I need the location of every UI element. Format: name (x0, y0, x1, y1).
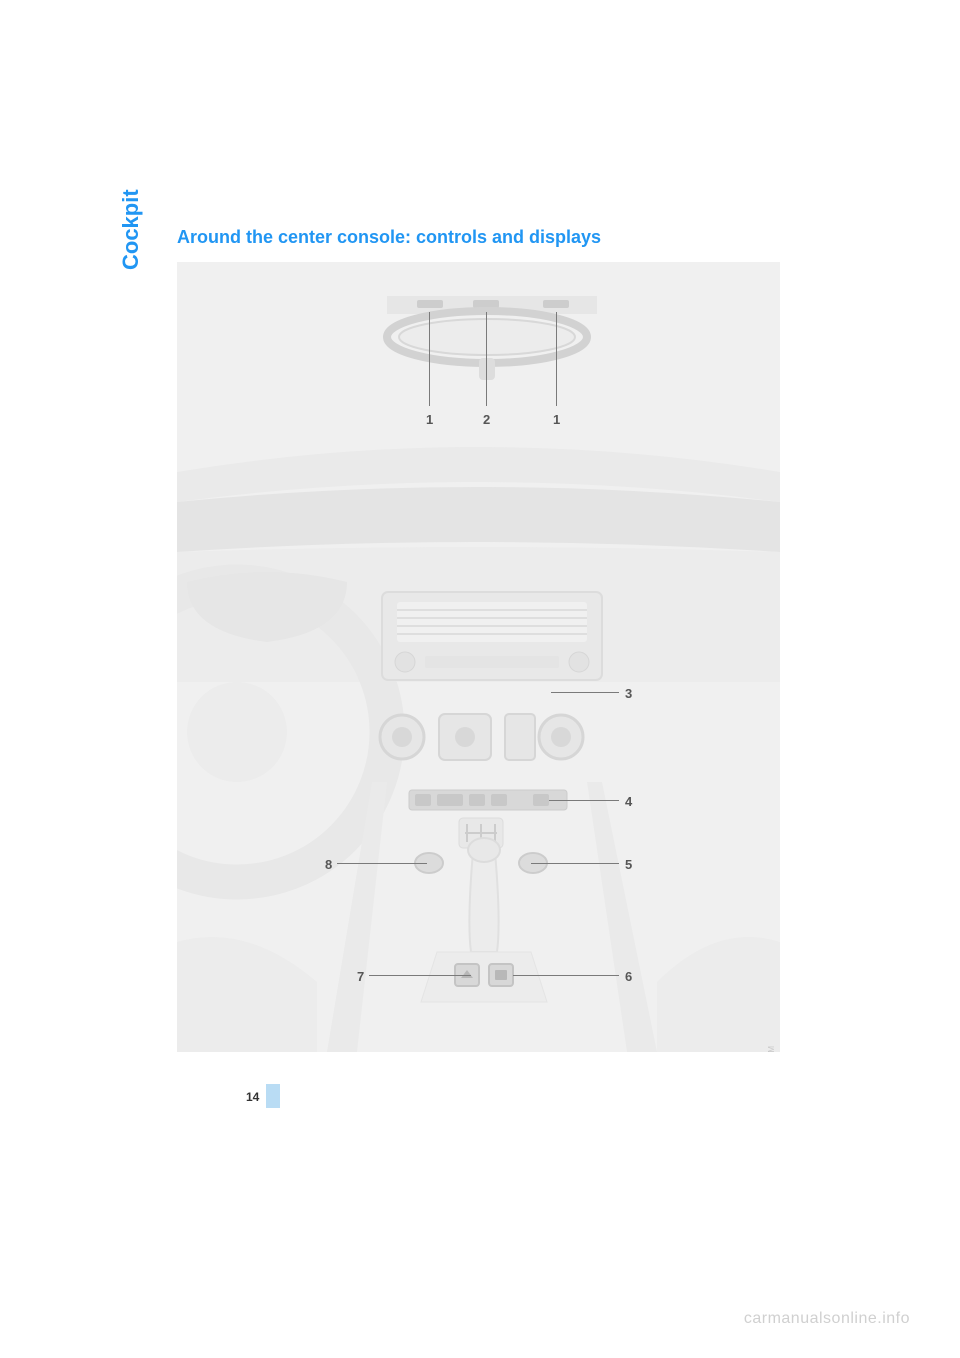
leader-line (369, 975, 471, 976)
leader-line (556, 312, 557, 406)
callout-1a: 1 (426, 412, 433, 427)
callout-8: 8 (325, 857, 332, 872)
page-heading: Around the center console: controls and … (177, 227, 601, 248)
callout-6: 6 (625, 969, 632, 984)
callout-7: 7 (357, 969, 364, 984)
callout-1b: 1 (553, 412, 560, 427)
image-source-code: W039890M (767, 1046, 776, 1052)
leader-line (337, 863, 427, 864)
callout-5: 5 (625, 857, 632, 872)
callout-4: 4 (625, 794, 632, 809)
console-illustration (177, 262, 780, 1052)
leader-line (429, 312, 430, 406)
page-marker (266, 1084, 280, 1108)
leader-line (549, 800, 619, 801)
leader-line (513, 975, 619, 976)
leader-line (531, 863, 619, 864)
leader-line (551, 692, 619, 693)
section-side-label: Cockpit (118, 189, 144, 270)
leader-line (486, 312, 487, 406)
callout-2: 2 (483, 412, 490, 427)
footer-watermark: carmanualsonline.info (744, 1310, 910, 1328)
callout-3: 3 (625, 686, 632, 701)
page-number: 14 (246, 1090, 259, 1104)
center-console-figure: 1 2 1 3 4 5 6 7 8 W039890M (177, 262, 780, 1052)
